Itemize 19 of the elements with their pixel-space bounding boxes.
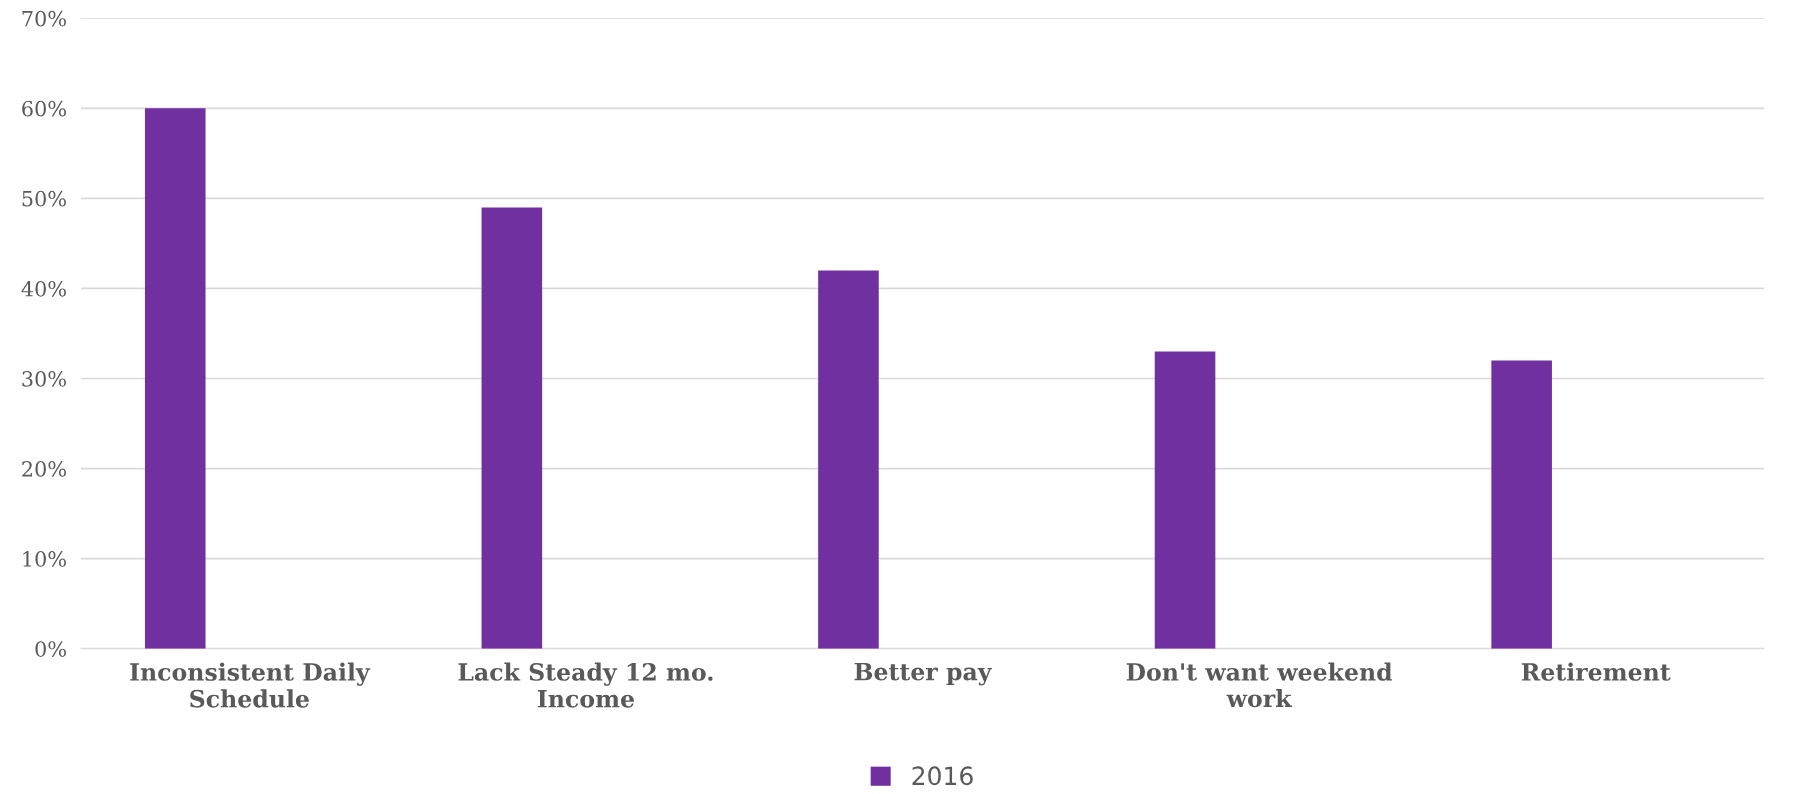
y-tick-label: 0% <box>35 641 66 657</box>
y-tick-label: 40% <box>21 280 66 297</box>
bar <box>481 207 543 649</box>
bar <box>144 108 206 649</box>
y-tick-label: 70% <box>22 10 66 27</box>
bar <box>1154 351 1216 649</box>
y-tick-label: 20% <box>22 461 66 477</box>
y-tick-label: 30% <box>22 370 66 387</box>
x-tick-label: Better pay <box>854 662 993 686</box>
x-tick-label: Don't want weekend work <box>1126 662 1393 708</box>
legend-label: 2016 <box>912 766 973 786</box>
x-tick-label: Lack Steady 12 mo. Income <box>458 662 713 708</box>
y-tick-label: 10% <box>23 551 66 567</box>
y-tick-label: 60% <box>22 100 66 117</box>
x-tick-label: Inconsistent Daily Schedule <box>130 662 371 708</box>
x-tick-label: Retirement <box>1521 662 1671 681</box>
bar <box>1491 360 1552 649</box>
bar <box>818 270 879 649</box>
y-tick-label: 50% <box>22 190 66 207</box>
